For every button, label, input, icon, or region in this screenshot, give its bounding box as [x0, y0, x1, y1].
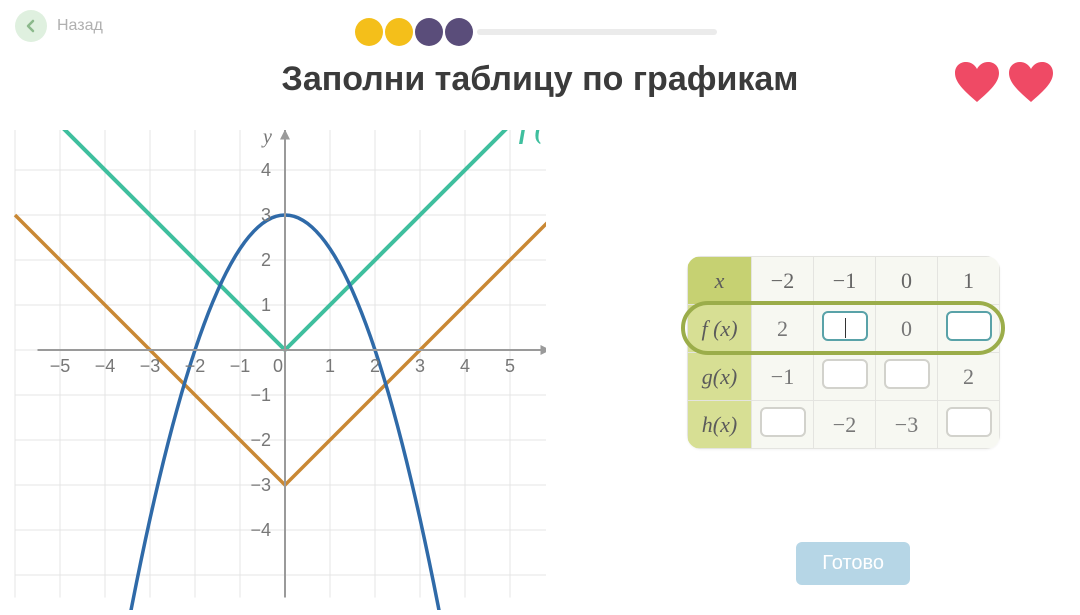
- table-cell[interactable]: [938, 305, 1000, 353]
- heart-icon: [953, 60, 1001, 104]
- value-input[interactable]: [946, 311, 992, 341]
- svg-text:y: y: [261, 130, 272, 148]
- chevron-left-icon: [24, 19, 38, 33]
- function-chart: −5−4−3−2−112345−4−3−2−112340xyf ( x )h (…: [0, 130, 620, 600]
- page-title: Заполни таблицу по графикам: [0, 60, 1080, 99]
- progress-dot: [415, 18, 443, 46]
- values-table: x−2−101f (x)20g(x)−12h(x)−2−3: [687, 256, 1000, 449]
- table-header-x: x: [688, 257, 752, 305]
- svg-text:4: 4: [460, 356, 470, 376]
- table-cell: −1: [752, 353, 814, 401]
- table-row-header-h: h(x): [688, 401, 752, 449]
- table-cell[interactable]: [752, 401, 814, 449]
- table-col-header: −2: [752, 257, 814, 305]
- table-col-header: 1: [938, 257, 1000, 305]
- table-cell: −3: [876, 401, 938, 449]
- svg-text:−2: −2: [250, 430, 271, 450]
- svg-text:−2: −2: [185, 356, 206, 376]
- table-cell[interactable]: [814, 353, 876, 401]
- progress-bar: [477, 29, 717, 35]
- table-col-header: 0: [876, 257, 938, 305]
- progress-indicator: [355, 18, 717, 46]
- value-input[interactable]: [822, 311, 868, 341]
- svg-text:3: 3: [415, 356, 425, 376]
- progress-dot: [385, 18, 413, 46]
- svg-text:−3: −3: [140, 356, 161, 376]
- back-label: Назад: [57, 17, 103, 35]
- heart-icon: [1007, 60, 1055, 104]
- done-button[interactable]: Готово: [796, 542, 910, 585]
- svg-text:2: 2: [261, 250, 271, 270]
- back-button[interactable]: [15, 10, 47, 42]
- svg-text:3: 3: [261, 205, 271, 225]
- value-input[interactable]: [946, 407, 992, 437]
- svg-text:1: 1: [325, 356, 335, 376]
- svg-text:−4: −4: [95, 356, 116, 376]
- value-input[interactable]: [760, 407, 806, 437]
- table-row-header-f: f (x): [688, 305, 752, 353]
- svg-text:−1: −1: [230, 356, 251, 376]
- svg-text:5: 5: [505, 356, 515, 376]
- table-cell[interactable]: [938, 401, 1000, 449]
- value-input[interactable]: [884, 359, 930, 389]
- lives-hearts: [953, 60, 1055, 104]
- table-row-header-g: g(x): [688, 353, 752, 401]
- svg-text:−4: −4: [250, 520, 271, 540]
- svg-text:2: 2: [370, 356, 380, 376]
- svg-text:−1: −1: [250, 385, 271, 405]
- svg-text:0: 0: [273, 356, 283, 376]
- table-cell[interactable]: [876, 353, 938, 401]
- svg-text:−3: −3: [250, 475, 271, 495]
- table-col-header: −1: [814, 257, 876, 305]
- progress-dot: [445, 18, 473, 46]
- progress-dot: [355, 18, 383, 46]
- value-input[interactable]: [822, 359, 868, 389]
- svg-text:−5: −5: [50, 356, 71, 376]
- table-cell: −2: [814, 401, 876, 449]
- table-cell: 2: [752, 305, 814, 353]
- table-cell: 2: [938, 353, 1000, 401]
- table-cell[interactable]: [814, 305, 876, 353]
- svg-text:1: 1: [261, 295, 271, 315]
- table-cell: 0: [876, 305, 938, 353]
- svg-text:4: 4: [261, 160, 271, 180]
